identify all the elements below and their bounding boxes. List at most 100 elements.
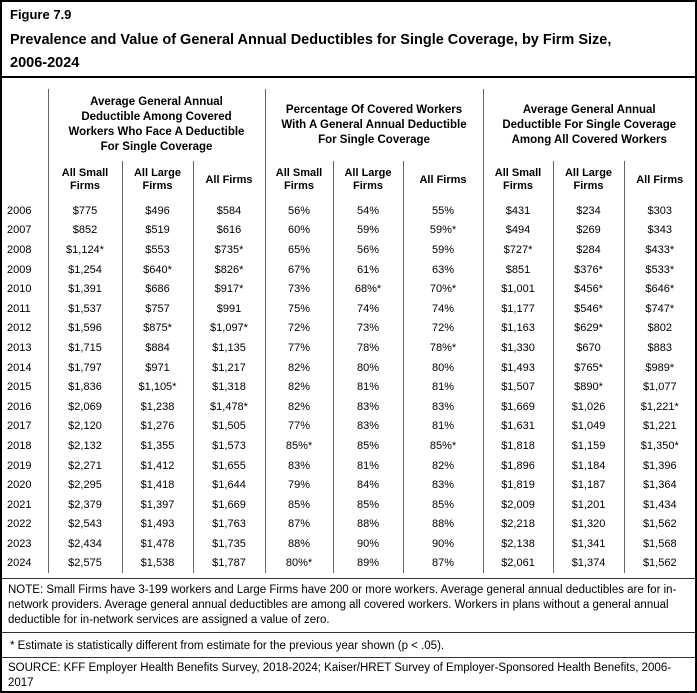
data-cell: 82% bbox=[402, 455, 484, 476]
data-cell: 68%* bbox=[332, 279, 403, 299]
data-table: Average General Annual Deductible Among … bbox=[2, 89, 695, 574]
data-cell: $1,026 bbox=[552, 396, 625, 417]
column-header-all-firms-2: All Firms bbox=[402, 161, 484, 201]
note-block: NOTE: Small Firms have 3-199 workers and… bbox=[2, 579, 695, 634]
data-cell: 55% bbox=[402, 201, 484, 221]
data-cell: $533* bbox=[623, 259, 695, 280]
data-cell: 81% bbox=[332, 377, 403, 397]
table-body: 2006 $775 $496 $584 56% 54% 55% $431 $234 $303 200… bbox=[2, 201, 695, 574]
data-cell: $1,341 bbox=[552, 534, 625, 554]
data-cell: $1,320 bbox=[552, 514, 625, 535]
data-cell: $971 bbox=[121, 357, 193, 378]
data-cell: $1,350* bbox=[623, 436, 695, 456]
table-row: 2013 $1,715 $884 $1,135 77% 78% 78%* $1,330 $670… bbox=[2, 338, 695, 358]
table-row: 2008 $1,124* $553 $735* 65% 56% 59% $727* $284 $4… bbox=[2, 240, 695, 260]
row-year-label: 2009 bbox=[7, 263, 32, 276]
table-row: 2006 $775 $496 $584 56% 54% 55% $431 $234 $303 bbox=[2, 201, 695, 221]
row-year-label: 2014 bbox=[7, 361, 32, 374]
data-cell: $884 bbox=[121, 338, 193, 358]
table-row: 2021 $2,379 $1,397 $1,669 85% 85% 85% $2,009 $1,… bbox=[2, 494, 695, 515]
row-year-label: 2008 bbox=[7, 243, 32, 256]
title-block: Figure 7.9 Prevalence and Value of Gener… bbox=[2, 2, 695, 78]
data-cell: $1,797 bbox=[47, 357, 122, 378]
row-year-label: 2006 bbox=[7, 204, 32, 217]
data-cell: 90% bbox=[332, 534, 403, 554]
data-cell: $765* bbox=[552, 357, 625, 378]
row-year-label: 2015 bbox=[7, 381, 32, 394]
data-cell: $1,159 bbox=[552, 436, 625, 456]
row-year-label: 2020 bbox=[7, 479, 32, 492]
column-header-large-firms-2: All Large Firms bbox=[332, 161, 403, 201]
group-header-percentage: Percentage Of Covered Workers With A Gen… bbox=[264, 89, 484, 161]
data-cell: 74% bbox=[402, 298, 484, 319]
data-cell: 88% bbox=[332, 514, 403, 535]
data-cell: $1,396 bbox=[623, 455, 695, 476]
footnote-text: * Estimate is statistically different fr… bbox=[10, 640, 445, 653]
data-cell: $1,818 bbox=[482, 436, 554, 456]
data-cell: 83% bbox=[402, 396, 484, 417]
data-cell: $2,295 bbox=[47, 475, 122, 495]
data-cell: 85% bbox=[264, 494, 333, 515]
column-header-large-firms-3: All Large Firms bbox=[552, 161, 625, 201]
data-cell: $343 bbox=[623, 220, 695, 241]
data-cell: $1,001 bbox=[482, 279, 554, 299]
data-cell: 83% bbox=[264, 455, 333, 476]
data-cell: 77% bbox=[264, 416, 333, 437]
data-cell: 84% bbox=[332, 475, 403, 495]
data-cell: $757 bbox=[121, 298, 193, 319]
data-cell: 80% bbox=[402, 357, 484, 378]
data-cell: $1,493 bbox=[121, 514, 193, 535]
data-cell: $1,217 bbox=[192, 357, 265, 378]
data-cell: $991 bbox=[192, 298, 265, 319]
table-row: 2020 $2,295 $1,418 $1,644 79% 84% 83% $1,819 $1,… bbox=[2, 475, 695, 495]
column-header-small-firms-2: All Small Firms bbox=[264, 161, 333, 201]
data-cell: $640* bbox=[121, 259, 193, 280]
data-cell: $735* bbox=[192, 240, 265, 260]
data-cell: 79% bbox=[264, 475, 333, 495]
data-cell: $727* bbox=[482, 240, 554, 260]
data-cell: 88% bbox=[264, 534, 333, 554]
data-cell: $1,330 bbox=[482, 338, 554, 358]
data-cell: 54% bbox=[332, 201, 403, 221]
data-cell: 83% bbox=[332, 416, 403, 437]
table-row: 2007 $852 $519 $616 60% 59% 59%* $494 $269 $343 bbox=[2, 220, 695, 241]
source-block: SOURCE: KFF Employer Health Benefits Sur… bbox=[2, 658, 695, 691]
row-year-label: 2022 bbox=[7, 518, 32, 531]
row-year-label: 2012 bbox=[7, 322, 32, 335]
data-cell: $494 bbox=[482, 220, 554, 241]
data-cell: $616 bbox=[192, 220, 265, 241]
data-cell: $1,538 bbox=[121, 553, 193, 574]
data-cell: 81% bbox=[402, 416, 484, 437]
row-year-label: 2019 bbox=[7, 459, 32, 472]
data-cell: $1,735 bbox=[192, 534, 265, 554]
data-cell: $1,537 bbox=[47, 298, 122, 319]
data-cell: $686 bbox=[121, 279, 193, 299]
data-cell: $1,715 bbox=[47, 338, 122, 358]
data-cell: 59% bbox=[402, 240, 484, 260]
data-cell: $1,124* bbox=[47, 240, 122, 260]
data-cell: $1,374 bbox=[552, 553, 625, 574]
data-cell: $1,896 bbox=[482, 455, 554, 476]
figure-title: Prevalence and Value of General Annual D… bbox=[10, 29, 687, 75]
data-cell: $431 bbox=[482, 201, 554, 221]
data-cell: $2,271 bbox=[47, 455, 122, 476]
data-cell: 72% bbox=[264, 318, 333, 339]
data-cell: 65% bbox=[264, 240, 333, 260]
data-cell: $890* bbox=[552, 377, 625, 397]
table-row: 2012 $1,596 $875* $1,097* 72% 73% 72% $1,163 $62… bbox=[2, 318, 695, 339]
group-header-deductible-with: Average General Annual Deductible Among … bbox=[47, 89, 265, 161]
table-row: 2009 $1,254 $640* $826* 67% 61% 63% $851 $376* $5… bbox=[2, 259, 695, 280]
table-row: 2023 $2,434 $1,478 $1,735 88% 90% 90% $2,138 $1,… bbox=[2, 534, 695, 554]
data-cell: $1,105* bbox=[121, 377, 193, 397]
data-cell: $284 bbox=[552, 240, 625, 260]
data-cell: $1,507 bbox=[482, 377, 554, 397]
data-cell: $2,218 bbox=[482, 514, 554, 535]
data-cell: 82% bbox=[264, 396, 333, 417]
column-header-row: All Small Firms All Large Firms All Firm… bbox=[2, 161, 695, 201]
data-cell: $1,562 bbox=[623, 553, 695, 574]
data-cell: 85%* bbox=[264, 436, 333, 456]
column-header-all-firms-3: All Firms bbox=[623, 161, 695, 201]
source-text: SOURCE: KFF Employer Health Benefits Sur… bbox=[8, 662, 672, 690]
data-cell: $1,221 bbox=[623, 416, 695, 437]
